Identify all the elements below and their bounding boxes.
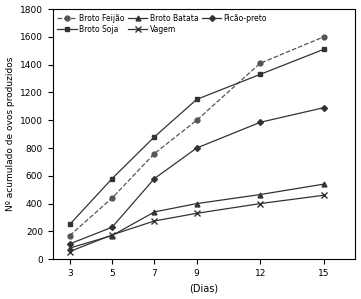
Vagem — [195, 211, 199, 215]
Broto Soja — [258, 73, 262, 76]
Vagem — [152, 219, 157, 223]
Broto Batata — [68, 246, 72, 250]
Vagem — [68, 250, 72, 253]
Broto Soja — [322, 48, 326, 51]
Line: Vagem: Vagem — [67, 193, 326, 254]
Broto Feijão — [110, 196, 114, 200]
Broto Soja — [68, 223, 72, 226]
Picão-preto — [68, 242, 72, 246]
Picão-preto — [110, 225, 114, 229]
Broto Batata — [152, 210, 157, 214]
Line: Broto Feijão: Broto Feijão — [68, 34, 326, 238]
Legend: Broto Feijão, Broto Soja, Broto Batata, Vagem, Picão-preto: Broto Feijão, Broto Soja, Broto Batata, … — [57, 13, 268, 34]
Vagem — [322, 193, 326, 197]
Picão-preto — [195, 146, 199, 150]
Line: Picão-preto: Picão-preto — [68, 106, 326, 246]
Broto Soja — [110, 177, 114, 180]
Line: Broto Soja: Broto Soja — [68, 47, 326, 227]
Picão-preto — [258, 120, 262, 124]
Broto Batata — [258, 193, 262, 196]
Broto Feijão — [152, 152, 157, 155]
Broto Feijão — [322, 35, 326, 39]
Broto Feijão — [195, 118, 199, 122]
Y-axis label: Nº acumulado de ovos produzidos: Nº acumulado de ovos produzidos — [5, 57, 14, 211]
Broto Batata — [110, 234, 114, 237]
Picão-preto — [152, 177, 157, 180]
Vagem — [258, 202, 262, 205]
X-axis label: (Dias): (Dias) — [190, 283, 219, 293]
Line: Broto Batata: Broto Batata — [68, 182, 326, 251]
Vagem — [110, 233, 114, 237]
Broto Feijão — [68, 234, 72, 237]
Picão-preto — [322, 106, 326, 109]
Broto Batata — [322, 182, 326, 186]
Broto Batata — [195, 202, 199, 205]
Broto Soja — [195, 97, 199, 101]
Broto Soja — [152, 135, 157, 139]
Broto Feijão — [258, 62, 262, 65]
